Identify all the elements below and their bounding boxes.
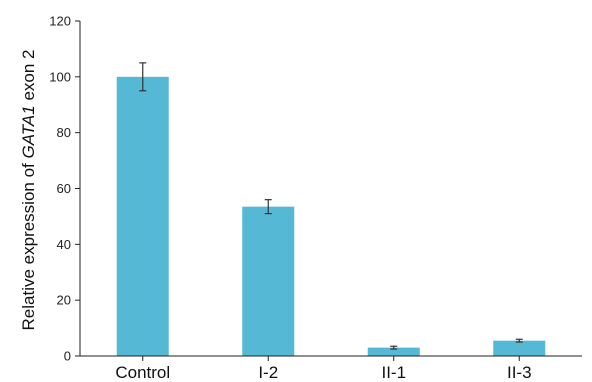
y-tick-label: 0 (64, 349, 71, 364)
bar (242, 206, 295, 356)
x-tick-label: II-3 (507, 363, 532, 382)
y-tick-label: 60 (57, 181, 71, 196)
y-axis-label-prefix: Relative expression of (19, 159, 38, 331)
x-axis: Control I-2 II-1 II-3 (80, 355, 582, 382)
bar (367, 347, 420, 356)
y-axis: 0 20 40 60 80 100 120 (49, 14, 81, 364)
y-tick-label: 20 (57, 293, 71, 308)
x-tick-label: II-1 (381, 363, 406, 382)
y-tick-label: 80 (57, 125, 71, 140)
y-tick-label: 40 (57, 237, 71, 252)
y-axis-label: Relative expression of GATA1 exon 2 (19, 50, 38, 331)
x-tick-label: I-2 (258, 363, 278, 382)
y-axis-label-gene: GATA1 (19, 105, 38, 158)
x-tick-label: Control (115, 363, 170, 382)
bars (116, 62, 546, 356)
y-axis-label-suffix: exon 2 (19, 50, 38, 106)
y-tick-label: 100 (49, 69, 71, 84)
bar (116, 76, 169, 356)
y-tick-label: 120 (49, 14, 71, 29)
bar (493, 340, 546, 356)
